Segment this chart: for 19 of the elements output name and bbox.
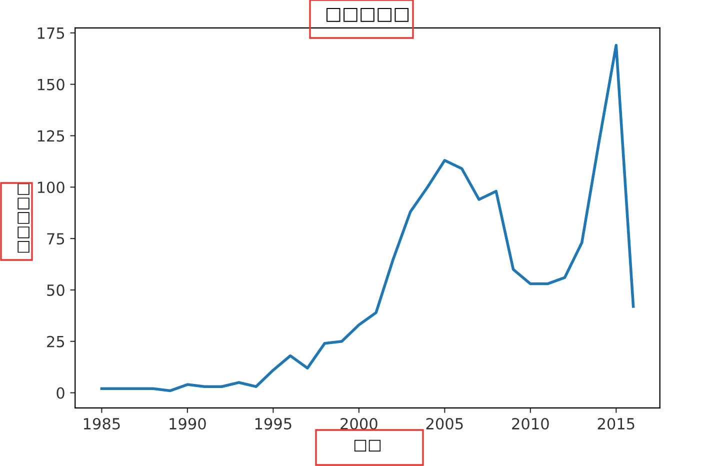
chart-title: □□□□□ [326,8,409,22]
y-tick-label: 100 [38,182,64,194]
x-tick-label: 1985 [84,418,120,430]
y-axis-title: □□□□□ [18,183,30,253]
y-tick-label: 75 [47,233,64,245]
x-tick-label: 2005 [426,418,463,430]
x-tick-label: 2000 [340,418,378,430]
y-tick-label: 0 [56,387,64,399]
y-tick-label: 150 [38,78,64,90]
y-tick-label: 50 [47,284,64,296]
y-tick-label: 125 [38,130,64,142]
x-tick-label: 1990 [170,418,206,430]
x-tick-label: 2015 [598,418,634,430]
y-tick-label: 25 [47,336,64,348]
x-tick-label: 2010 [512,418,549,430]
x-tick-label: 1995 [255,418,292,430]
x-axis-title: □□ [354,440,381,452]
y-tick-label: 175 [38,28,64,39]
line-series [100,44,635,392]
